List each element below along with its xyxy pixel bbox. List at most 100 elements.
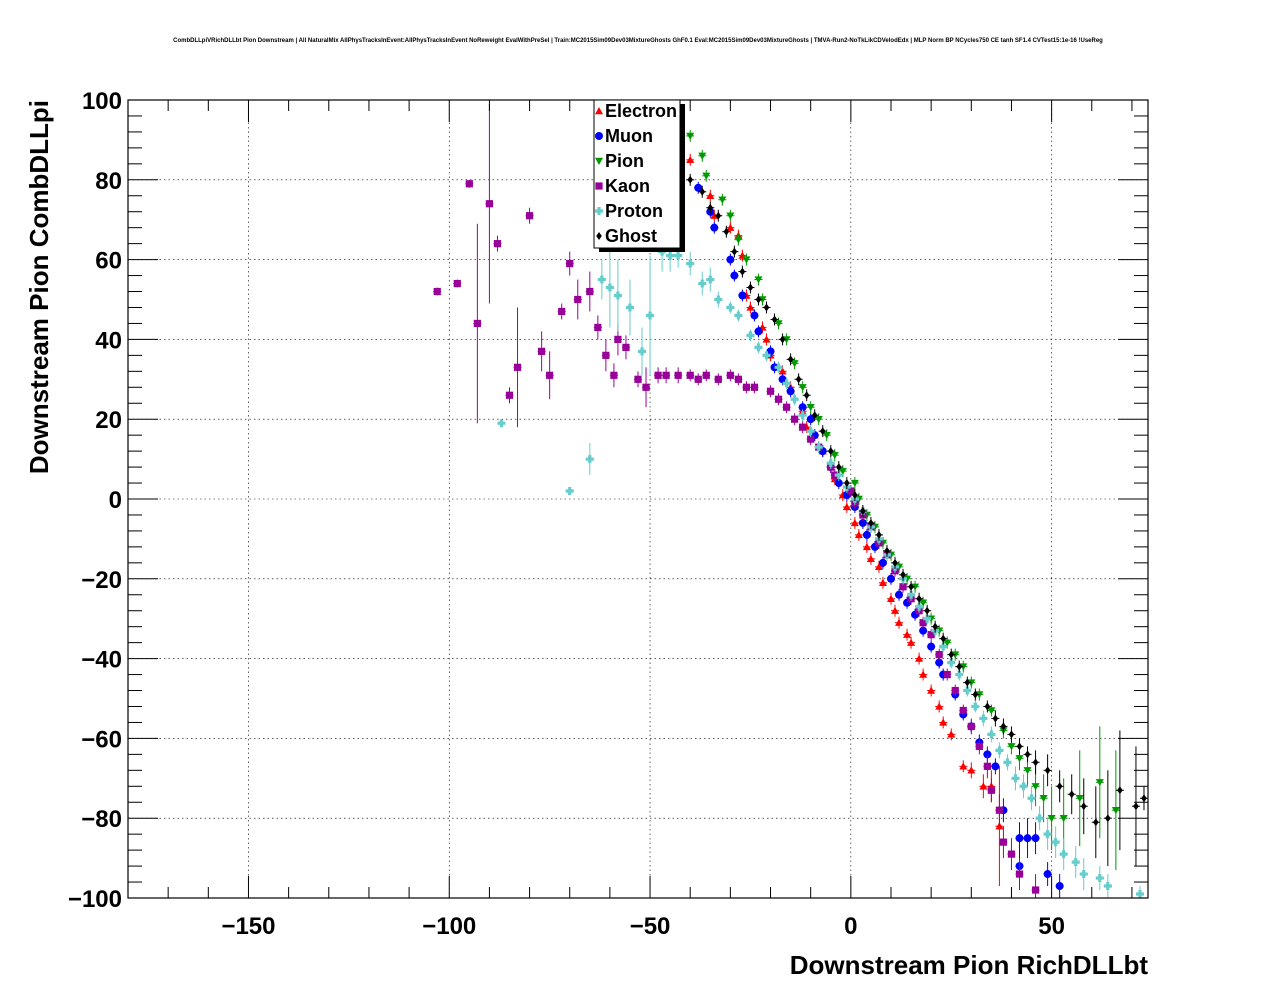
- data-point: [979, 714, 988, 723]
- data-point: [947, 658, 956, 667]
- data-point: [874, 562, 883, 571]
- data-point: [1031, 886, 1040, 894]
- data-point: [983, 762, 991, 770]
- data-point: [771, 315, 778, 324]
- data-point: [666, 251, 675, 260]
- data-point: [852, 491, 858, 500]
- data-point: [734, 236, 743, 244]
- data-point: [594, 323, 602, 332]
- data-point: [742, 383, 751, 391]
- data-point: [1015, 870, 1024, 878]
- data-point: [822, 431, 831, 440]
- data-point: [699, 187, 706, 196]
- data-point: [1071, 858, 1080, 867]
- data-point: [907, 638, 916, 646]
- data-point: [967, 722, 975, 731]
- data-point: [844, 479, 850, 488]
- data-point: [1056, 782, 1063, 791]
- data-point: [919, 670, 928, 678]
- data-point: [698, 279, 707, 288]
- x-tick-label: 0: [844, 913, 857, 940]
- data-point: [739, 267, 746, 276]
- data-point: [1059, 815, 1068, 823]
- data-point: [755, 295, 762, 304]
- data-point: [497, 419, 506, 428]
- data-point: [971, 702, 980, 711]
- data-point: [622, 343, 630, 351]
- legend: Electron Muon Pion Kaon Proton Ghost: [593, 99, 685, 252]
- data-point: [1111, 807, 1120, 815]
- data-point: [1095, 874, 1104, 883]
- data-point: [586, 287, 594, 296]
- data-point: [646, 311, 655, 320]
- data-point: [433, 287, 441, 296]
- y-tick-label: −20: [81, 567, 122, 594]
- data-point: [858, 518, 867, 527]
- data-point: [1016, 742, 1023, 751]
- data-point: [884, 546, 890, 555]
- y-tick-label: 60: [95, 248, 122, 275]
- data-point: [947, 730, 956, 738]
- data-point: [1007, 743, 1016, 751]
- data-point: [959, 706, 967, 715]
- data-point: [654, 371, 662, 379]
- data-point: [714, 375, 722, 383]
- data-point: [919, 599, 928, 607]
- data-point: [830, 451, 839, 460]
- data-point: [1032, 758, 1039, 767]
- data-point: [566, 259, 574, 268]
- data-point: [750, 383, 759, 391]
- data-point: [1059, 850, 1068, 859]
- data-point: [1039, 795, 1048, 803]
- data-point: [1023, 834, 1032, 843]
- data-point: [915, 654, 924, 662]
- data-point: [762, 351, 771, 360]
- data-point: [1133, 802, 1139, 811]
- legend-marker: [595, 182, 603, 190]
- data-point: [787, 355, 794, 364]
- x-tick-label: −150: [221, 913, 275, 940]
- data-point: [876, 530, 882, 539]
- data-point: [948, 650, 955, 659]
- data-point: [674, 371, 682, 379]
- data-point: [919, 626, 928, 635]
- data-point: [972, 690, 979, 699]
- data-point: [786, 387, 795, 396]
- data-point: [774, 320, 783, 328]
- data-point: [1095, 779, 1104, 787]
- legend-marker: [595, 107, 603, 115]
- data-point: [927, 642, 936, 651]
- data-point: [754, 343, 763, 352]
- legend-label: Pion: [605, 151, 644, 171]
- data-point: [995, 806, 1004, 814]
- series-proton: [497, 231, 1144, 899]
- series-layer: [433, 103, 1148, 899]
- data-point: [886, 594, 895, 602]
- data-point: [1015, 755, 1024, 763]
- data-point: [799, 423, 807, 431]
- data-point: [538, 347, 546, 355]
- data-point: [886, 574, 895, 583]
- data-point: [574, 295, 582, 304]
- data-point: [842, 502, 851, 511]
- data-point: [1043, 870, 1052, 879]
- data-point: [895, 590, 904, 599]
- data-point: [614, 335, 622, 343]
- data-point: [899, 583, 907, 591]
- data-point: [916, 594, 922, 603]
- data-point: [642, 383, 650, 391]
- legend-item-muon: Muon: [595, 126, 653, 146]
- data-point: [754, 276, 763, 284]
- data-point: [1068, 790, 1075, 799]
- data-point: [1024, 750, 1031, 759]
- data-point: [726, 223, 735, 231]
- data-point: [967, 766, 976, 774]
- data-point: [605, 283, 614, 292]
- data-point: [991, 762, 1000, 771]
- data-point: [915, 602, 924, 611]
- data-point: [734, 311, 743, 320]
- data-point: [1051, 838, 1060, 847]
- data-point: [1027, 794, 1036, 803]
- data-point: [924, 606, 930, 615]
- data-point: [854, 530, 863, 539]
